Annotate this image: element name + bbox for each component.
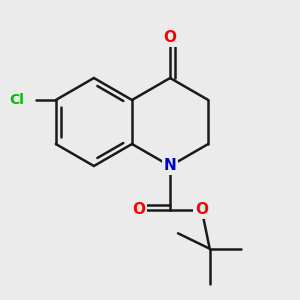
Text: O: O — [132, 202, 145, 217]
Text: O: O — [195, 202, 208, 217]
Text: N: N — [164, 158, 176, 173]
Text: O: O — [164, 30, 177, 45]
Text: Cl: Cl — [9, 93, 24, 107]
